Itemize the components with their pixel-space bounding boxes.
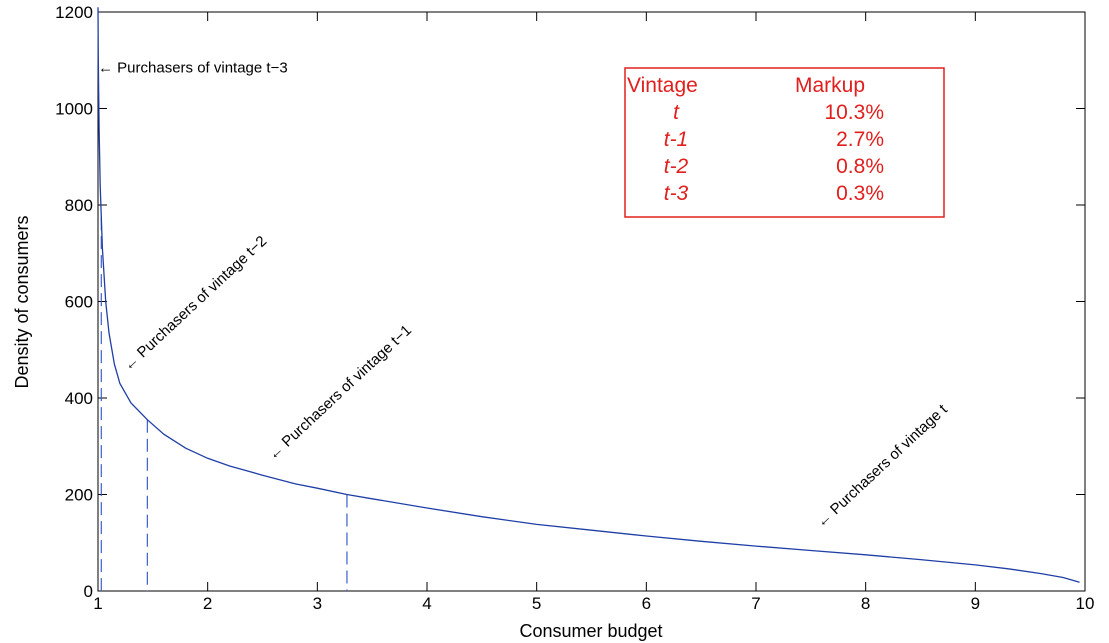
- markup-row-vintage: t-2: [664, 155, 689, 178]
- axis-ticks: 1 2 3 4 5 6 7 8 9 10 0 200 400 600 800 1000 1200: [55, 3, 1094, 613]
- markup-row-value: 2.7%: [836, 128, 884, 151]
- x-tick-label: 4: [422, 594, 431, 613]
- x-tick-label: 8: [861, 594, 870, 613]
- markup-table-header-markup: Markup: [795, 74, 865, 97]
- data-marks: [97, 7, 1080, 591]
- y-axis-label: Density of consumers: [12, 215, 32, 388]
- markup-table-box: [624, 67, 945, 218]
- y-tick-label: 600: [65, 293, 93, 312]
- x-tick-label: 6: [642, 594, 651, 613]
- x-tick-label: 1: [93, 594, 102, 613]
- x-tick-label: 2: [203, 594, 212, 613]
- x-tick-label: 7: [751, 594, 760, 613]
- y-tick-label: 800: [65, 196, 93, 215]
- y-tick-label: 1200: [55, 3, 93, 22]
- y-tick-label: 0: [84, 582, 93, 601]
- markup-table: Vintage Markup t 10.3% t-1 2.7% t-2 0.8%…: [624, 67, 945, 218]
- x-tick-label: 10: [1076, 594, 1095, 613]
- markup-row-value: 0.8%: [836, 155, 884, 178]
- markup-table-header-vintage: Vintage: [627, 74, 698, 97]
- markup-row-value: 10.3%: [824, 101, 884, 124]
- markup-row-vintage: t-3: [664, 182, 689, 205]
- x-tick-label: 3: [313, 594, 322, 613]
- y-tick-label: 400: [65, 389, 93, 408]
- markup-row-vintage: t-1: [664, 128, 689, 151]
- annotation-label: ← Purchasers of vintage t−3: [98, 59, 288, 76]
- x-tick-label: 9: [971, 594, 980, 613]
- y-tick-label: 1000: [55, 100, 93, 119]
- markup-row-value: 0.3%: [836, 182, 884, 205]
- markup-row-vintage: t: [673, 101, 680, 124]
- y-tick-label: 200: [65, 486, 93, 505]
- density-curve: [97, 7, 1080, 583]
- x-axis-label: Consumer budget: [519, 621, 662, 641]
- x-tick-label: 5: [532, 594, 541, 613]
